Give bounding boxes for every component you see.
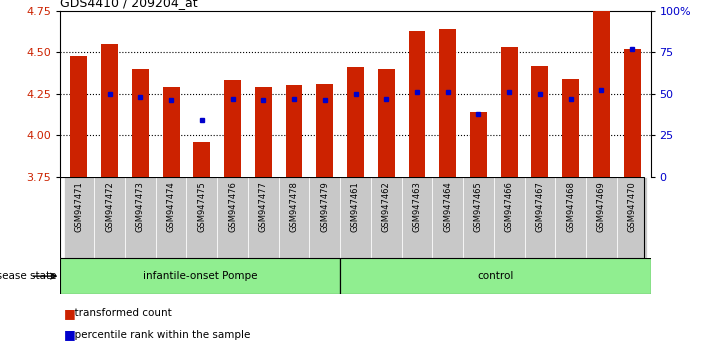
Bar [340, 258, 651, 294]
Bar [316, 84, 333, 177]
Bar [616, 177, 648, 258]
Bar [347, 67, 364, 177]
Bar [463, 177, 494, 258]
Text: GSM947462: GSM947462 [382, 181, 391, 232]
Bar [286, 86, 302, 177]
Bar [95, 177, 125, 258]
Bar [279, 177, 309, 258]
Bar [309, 177, 340, 258]
Text: GSM947477: GSM947477 [259, 181, 268, 232]
Bar [586, 177, 616, 258]
Bar [402, 177, 432, 258]
Text: GSM947478: GSM947478 [289, 181, 299, 232]
Text: GSM947476: GSM947476 [228, 181, 237, 232]
Text: GSM947472: GSM947472 [105, 181, 114, 232]
Text: GSM947464: GSM947464 [443, 181, 452, 232]
Bar [494, 177, 525, 258]
Text: GSM947468: GSM947468 [566, 181, 575, 232]
Text: GSM947463: GSM947463 [412, 181, 422, 232]
Bar [224, 80, 241, 177]
Bar [531, 65, 548, 177]
Text: infantile-onset Pompe: infantile-onset Pompe [143, 271, 257, 281]
Text: GSM947475: GSM947475 [198, 181, 206, 232]
Text: GSM947471: GSM947471 [75, 181, 83, 232]
Bar [593, 11, 610, 177]
Bar [501, 47, 518, 177]
Text: GSM947466: GSM947466 [505, 181, 513, 232]
Bar [163, 87, 180, 177]
Bar [432, 177, 463, 258]
Bar [525, 177, 555, 258]
Bar [470, 112, 487, 177]
Text: GSM947465: GSM947465 [474, 181, 483, 232]
Text: GSM947479: GSM947479 [320, 181, 329, 232]
Text: disease state: disease state [0, 271, 57, 281]
Bar [63, 177, 95, 258]
Bar [248, 177, 279, 258]
Text: GSM947473: GSM947473 [136, 181, 145, 232]
Bar [340, 177, 371, 258]
Text: control: control [477, 271, 513, 281]
Bar [562, 79, 579, 177]
Text: GSM947469: GSM947469 [597, 181, 606, 232]
Bar [186, 177, 217, 258]
Text: GSM947467: GSM947467 [535, 181, 545, 232]
Text: ■: ■ [64, 328, 76, 341]
Bar [125, 177, 156, 258]
Bar [217, 177, 248, 258]
Text: GSM947470: GSM947470 [628, 181, 636, 232]
Bar [70, 56, 87, 177]
Bar [60, 258, 340, 294]
Bar [371, 177, 402, 258]
Bar [101, 44, 118, 177]
Text: ■: ■ [64, 307, 76, 320]
Bar [409, 30, 425, 177]
Bar [193, 142, 210, 177]
Bar [378, 69, 395, 177]
Text: GSM947461: GSM947461 [351, 181, 360, 232]
Bar [624, 49, 641, 177]
Text: transformed count: transformed count [68, 308, 171, 318]
Bar [156, 177, 186, 258]
Bar [132, 69, 149, 177]
Bar [555, 177, 586, 258]
Text: GDS4410 / 209204_at: GDS4410 / 209204_at [60, 0, 198, 10]
Text: GSM947474: GSM947474 [166, 181, 176, 232]
Text: percentile rank within the sample: percentile rank within the sample [68, 330, 250, 339]
Bar [439, 29, 456, 177]
Bar [255, 87, 272, 177]
